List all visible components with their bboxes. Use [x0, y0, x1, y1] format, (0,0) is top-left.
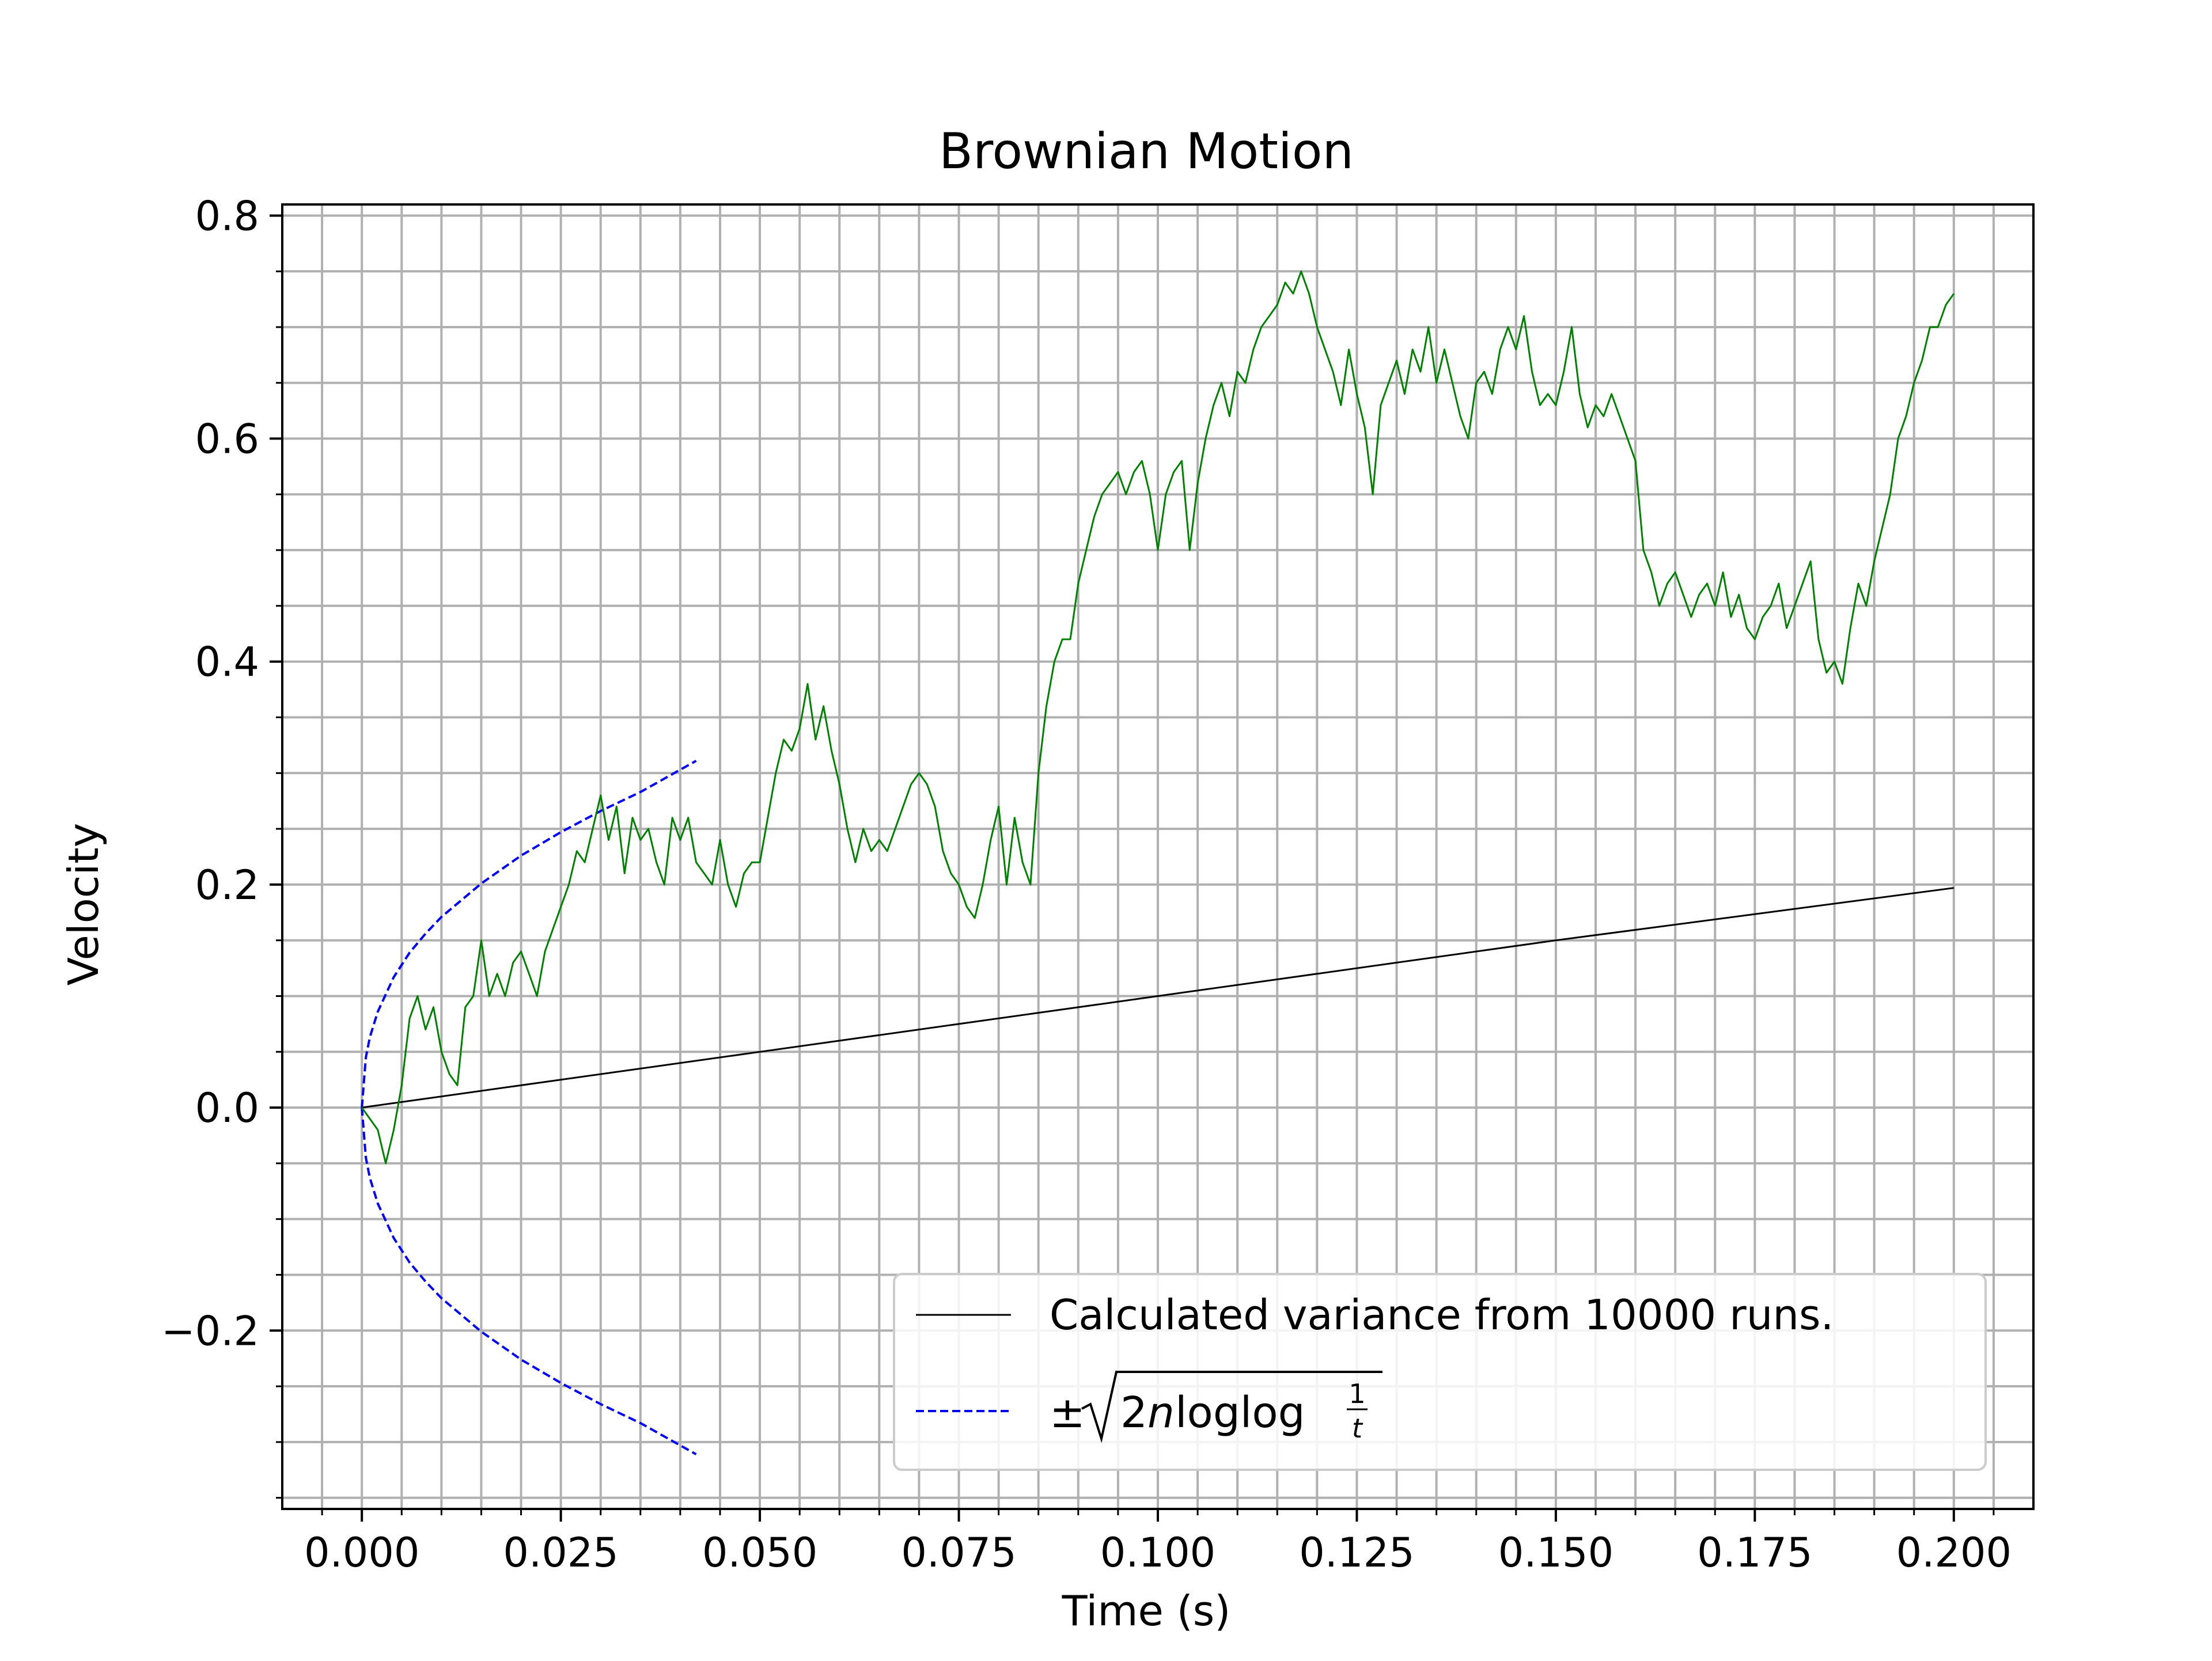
- sqrt-radical-icon: [1081, 1371, 1382, 1443]
- y-tick-label: 0.8: [195, 192, 259, 240]
- x-tick-label: 0.200: [1896, 1529, 2012, 1576]
- series-bound-upper: [361, 760, 697, 1108]
- legend-bound-func: loglog: [1175, 1388, 1305, 1438]
- legend-bound-frac-num: 1: [1349, 1378, 1365, 1409]
- legend: Calculated variance from 10000 runs. ± 2…: [893, 1273, 1987, 1471]
- chart-title: Brownian Motion: [939, 123, 1354, 180]
- legend-box: [893, 1273, 1987, 1471]
- legend-label-bound: ± 2 n loglog 1 t: [1050, 1371, 1382, 1444]
- x-tick-label: 0.000: [304, 1529, 419, 1576]
- legend-bound-coef: 2: [1120, 1388, 1147, 1438]
- x-tick-label: 0.075: [901, 1529, 1016, 1576]
- x-tick-label: 0.050: [702, 1529, 817, 1576]
- x-tick-label: 0.150: [1498, 1529, 1613, 1576]
- y-tick-label: 0.2: [195, 862, 259, 909]
- y-axis-title: Velocity: [59, 823, 108, 985]
- ticks: 0.000 0.025 0.050 0.075 0.100 0.125 0.150 0.175…: [161, 192, 2012, 1576]
- legend-bound-var: n: [1147, 1388, 1175, 1438]
- y-tick-label: −0.2: [161, 1307, 259, 1355]
- x-axis-title: Time (s): [1062, 1587, 1231, 1635]
- y-tick-label: 0.0: [195, 1084, 259, 1132]
- legend-bound-frac-den: t: [1352, 1413, 1363, 1444]
- x-tick-label: 0.100: [1100, 1529, 1215, 1576]
- plot-area: [361, 270, 1955, 1455]
- legend-label-variance: Calculated variance from 10000 runs.: [1050, 1291, 1834, 1339]
- x-tick-label: 0.025: [503, 1529, 618, 1576]
- x-tick-label: 0.125: [1299, 1529, 1414, 1576]
- x-tick-label: 0.175: [1697, 1529, 1812, 1576]
- y-tick-label: 0.4: [195, 639, 259, 686]
- legend-bound-prefix: ±: [1050, 1388, 1085, 1438]
- series-brownian-path: [361, 270, 1955, 1165]
- series-bound-lower: [361, 1107, 697, 1455]
- y-tick-label: 0.6: [195, 416, 259, 463]
- series-variance-line: [361, 887, 1954, 1109]
